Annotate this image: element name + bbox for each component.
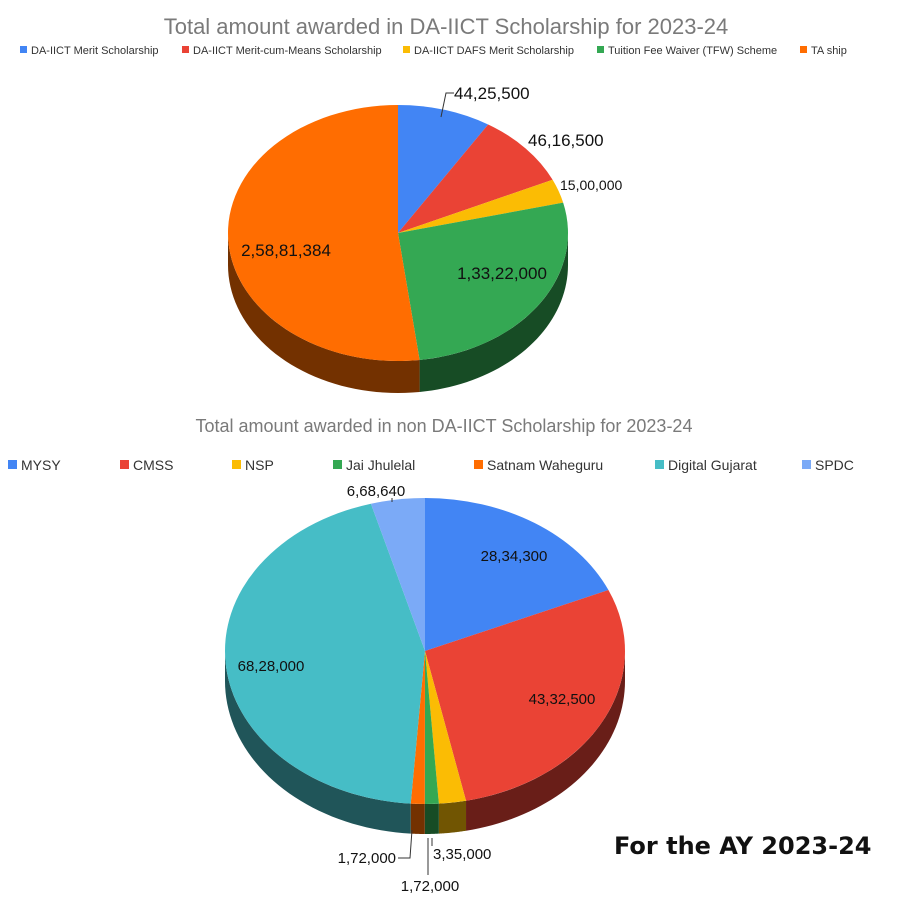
value-label-digital-gujarat: 68,28,000 — [238, 658, 305, 675]
legend-item-digital-gujarat: Digital Gujarat — [668, 457, 757, 473]
pie-chart-1: Total amount awarded in DA-IICT Scholars… — [20, 14, 847, 393]
legend-swatch-spdc — [802, 460, 811, 469]
value-label-mysy: 28,34,300 — [481, 548, 548, 565]
pie-slices — [228, 105, 568, 361]
value-label-satnam-waheguru: 1,72,000 — [338, 850, 396, 867]
slice-satnam-waheguru — [410, 651, 425, 804]
legend-item-cmss: CMSS — [133, 457, 173, 473]
legend-item-da-iict-merit-scholarship: DA-IICT Merit Scholarship — [31, 45, 159, 57]
pie-depth — [225, 651, 625, 834]
value-label-spdc: 6,68,640 — [347, 483, 405, 500]
slice-side-tuition-fee-waiver-tfw-scheme — [419, 233, 568, 392]
value-labels: 44,25,500 46,16,500 15,00,000 1,33,22,000 2,… — [241, 84, 622, 283]
value-label-cmss: 43,32,500 — [529, 691, 596, 708]
legend-item-jai-jhulelal: Jai Jhulelal — [346, 457, 415, 473]
slice-tuition-fee-waiver-tfw-scheme — [398, 202, 568, 360]
slice-da-iict-merit-cum-means-scholarship — [398, 124, 553, 233]
legend-item-satnam-waheguru: Satnam Waheguru — [487, 457, 603, 473]
value-label-da-iict-merit-scholarship: 44,25,500 — [454, 84, 530, 103]
legend-swatch-digital-gujarat — [655, 460, 664, 469]
slice-mysy — [425, 498, 609, 651]
legend-item-ta-ship: TA ship — [811, 45, 847, 57]
legend: DA-IICT Merit Scholarship DA-IICT Merit-c… — [20, 45, 847, 57]
legend-swatch-satnam-waheguru — [474, 460, 483, 469]
slice-side-jai-jhulelal — [424, 803, 439, 834]
legend-swatch-tuition-fee-waiver-tfw-scheme — [597, 46, 604, 53]
slice-nsp — [425, 651, 467, 804]
value-label-da-iict-merit-cum-means-scholarship: 46,16,500 — [528, 131, 604, 150]
slice-da-iict-dafs-merit-scholarship — [398, 179, 564, 233]
legend-swatch-mysy — [8, 460, 17, 469]
legend-swatch-jai-jhulelal — [333, 460, 342, 469]
value-label-nsp: 3,35,000 — [433, 846, 491, 863]
pie-chart-2: Total amount awarded in non DA-IICT Scho… — [8, 416, 854, 895]
leader-line — [398, 829, 413, 859]
legend-swatch-nsp — [232, 460, 241, 469]
academic-year-caption: For the AY 2023-24 — [614, 832, 872, 860]
pie-depth — [228, 233, 568, 393]
slice-spdc — [370, 498, 425, 651]
slice-side-nsp — [438, 800, 467, 834]
legend-item-tuition-fee-waiver-tfw-scheme: Tuition Fee Waiver (TFW) Scheme — [608, 45, 777, 57]
value-labels: 28,34,300 43,32,500 3,35,000 1,72,000 1,72,0… — [238, 483, 596, 895]
legend-item-da-iict-dafs-merit-scholarship: DA-IICT DAFS Merit Scholarship — [414, 45, 574, 57]
legend-item-mysy: MYSY — [21, 457, 61, 473]
legend: MYSY CMSS NSP Jai Jhulelal Satnam Waheguru Di… — [8, 457, 854, 473]
slice-da-iict-merit-scholarship — [398, 105, 489, 233]
value-label-ta-ship: 2,58,81,384 — [241, 241, 331, 260]
pie-slices — [224, 498, 625, 804]
leader-line — [440, 92, 454, 118]
slice-side-digital-gujarat — [225, 651, 411, 834]
slice-jai-jhulelal — [424, 651, 439, 804]
legend-swatch-cmss — [120, 460, 129, 469]
legend-item-spdc: SPDC — [815, 457, 854, 473]
slice-side-ta-ship — [228, 233, 420, 393]
value-label-tuition-fee-waiver-tfw-scheme: 1,33,22,000 — [457, 264, 547, 283]
legend-item-da-iict-merit-cum-means-scholarship: DA-IICT Merit-cum-Means Scholarship — [193, 45, 382, 57]
legend-swatch-da-iict-merit-cum-means-scholarship — [182, 46, 189, 53]
legend-swatch-ta-ship — [800, 46, 807, 53]
slice-ta-ship — [228, 105, 420, 361]
slice-side-cmss — [466, 651, 625, 831]
slice-cmss — [425, 590, 625, 801]
legend-swatch-da-iict-dafs-merit-scholarship — [403, 46, 410, 53]
legend-item-nsp: NSP — [245, 457, 274, 473]
chart-title: Total amount awarded in DA-IICT Scholars… — [164, 14, 729, 39]
slice-digital-gujarat — [224, 503, 425, 804]
value-label-jai-jhulelal: 1,72,000 — [401, 878, 459, 895]
value-label-da-iict-dafs-merit-scholarship: 15,00,000 — [560, 177, 622, 193]
legend-swatch-da-iict-merit-scholarship — [20, 46, 27, 53]
slice-side-satnam-waheguru — [410, 803, 425, 834]
chart-title: Total amount awarded in non DA-IICT Scho… — [196, 416, 693, 436]
